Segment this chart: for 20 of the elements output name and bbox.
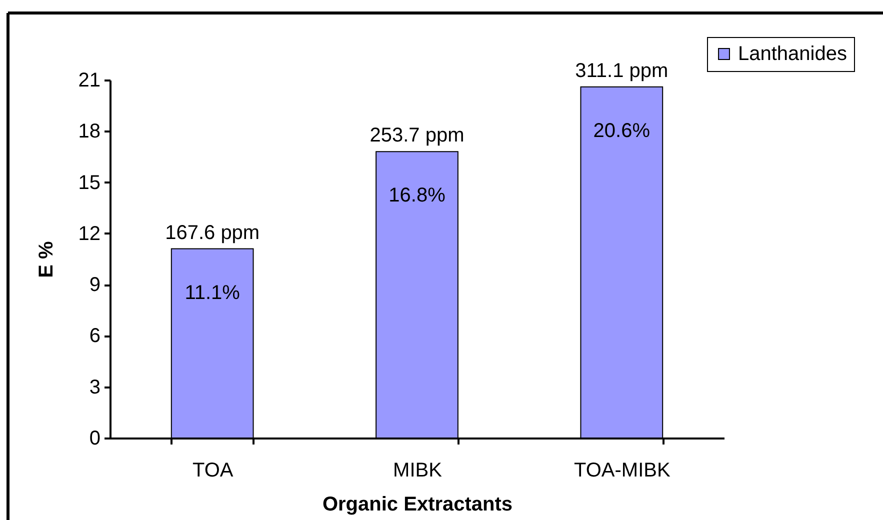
y-tick-label: 18 [78,120,100,143]
annotation: 311.1 ppm [575,60,668,82]
y-axis-title: E % [35,240,58,278]
data-label: 16.8% [388,184,446,207]
annotation: 167.6 ppm [165,222,260,244]
y-tick-label: 9 [89,274,100,296]
data-label: 11.1% [184,282,240,304]
data-label: 20.6% [593,120,650,142]
annotation: 253.7 ppm [370,124,464,147]
y-tick-label: 12 [78,222,100,245]
y-tick-label: 3 [89,376,100,398]
x-axis-title: Organic Extractants [322,494,513,516]
legend-label: Lanthanides [738,43,847,65]
x-tick-label: TOA-MIBK [574,460,671,482]
x-tick-label: TOA [192,460,234,482]
y-tick-label: 6 [89,325,100,348]
x-tick-label: MIBK [393,460,443,482]
y-tick-label: 0 [89,428,100,450]
y-tick-label: 15 [78,172,100,194]
y-tick-label: 21 [78,70,100,92]
